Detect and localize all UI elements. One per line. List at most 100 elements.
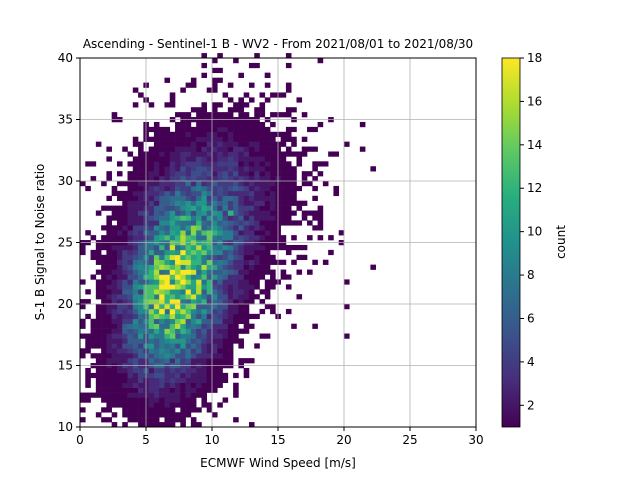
heatmap-cell [212,289,218,295]
heatmap-cell [259,269,266,275]
heatmap-cell [122,190,128,197]
heatmap-cell [280,181,287,187]
heatmap-cell [106,249,112,256]
heatmap-cell [270,274,276,280]
heatmap-cell [175,259,181,265]
heatmap-cell [248,230,255,236]
heatmap-cell [153,161,160,167]
heatmap-cell [111,402,118,408]
heatmap-cell [238,161,244,167]
heatmap-cell [116,382,123,388]
heatmap-cell [190,210,197,216]
heatmap-cell [180,126,186,133]
heatmap-cell [164,318,171,324]
heatmap-cell [185,151,192,157]
heatmap-cell [169,269,176,275]
heatmap-cell [248,279,255,285]
heatmap-cell [164,195,171,201]
heatmap-cell [201,102,208,108]
heatmap-cell [153,126,160,133]
heatmap-cell [190,176,197,182]
heatmap-cell [80,407,86,413]
heatmap-cell [254,249,260,256]
heatmap-cell [111,279,118,285]
heatmap-cell [243,269,250,275]
heatmap-cell [138,318,144,324]
heatmap-cell [217,225,223,231]
heatmap-cell [201,274,208,280]
heatmap-cell [238,146,244,152]
heatmap-cell [148,323,155,329]
heatmap-cell [148,422,155,428]
heatmap-cell [190,417,197,423]
heatmap-cell [132,166,139,172]
heatmap-cell [122,289,128,295]
heatmap-cell [185,367,192,374]
heatmap-cell [212,195,218,201]
heatmap-cell [148,166,155,172]
heatmap-cell [148,382,155,388]
heatmap-cell [138,141,144,147]
heatmap-cell [106,372,112,379]
heatmap-cell [169,392,176,398]
heatmap-cell [201,53,208,59]
heatmap-cell [212,343,218,349]
heatmap-cell [185,269,192,275]
heatmap-cell [206,200,213,206]
heatmap-cell [259,92,266,98]
heatmap-cell [111,387,118,393]
heatmap-cell [222,171,229,177]
heatmap-cell [164,171,171,177]
heatmap-cell [217,323,223,329]
heatmap-cell [116,353,123,359]
heatmap-cell [280,210,287,216]
heatmap-cell [222,294,229,300]
heatmap-cell [85,382,91,388]
heatmap-cell [127,249,134,256]
heatmap-cell [254,254,260,261]
heatmap-cell [175,131,181,138]
heatmap-cell [127,367,134,374]
heatmap-cell [164,131,171,138]
heatmap-cell [180,377,186,384]
heatmap-cell [285,308,292,315]
heatmap-cell [243,225,250,231]
heatmap-cell [222,318,229,324]
heatmap-cell [206,402,213,408]
heatmap-cell [190,318,197,324]
heatmap-cell [116,244,123,251]
heatmap-cell [180,304,186,310]
heatmap-cell [85,348,91,354]
heatmap-cell [217,102,223,108]
heatmap-cell [148,299,155,305]
heatmap-cell [301,112,308,118]
heatmap-cell [169,195,176,201]
heatmap-cell [148,333,155,339]
colorbar-tick-label: 18 [527,51,542,65]
heatmap-cell [95,333,102,339]
heatmap-cell [185,185,192,192]
heatmap-cell [175,338,181,344]
heatmap-cell [122,323,128,329]
heatmap-cell [159,141,165,147]
heatmap-cell [127,279,134,285]
heatmap-cell [169,146,176,152]
heatmap-cell [132,102,139,108]
heatmap-cell [175,412,181,418]
heatmap-cell [285,166,292,172]
heatmap-cell [248,176,255,182]
heatmap-cell [212,333,218,339]
heatmap-cell [359,121,366,128]
heatmap-cell [175,318,181,324]
heatmap-cell [196,195,202,201]
heatmap-cell [122,264,128,270]
heatmap-cell [138,338,144,344]
heatmap-cell [285,274,292,280]
heatmap-cell [270,200,276,206]
heatmap-cell [153,284,160,290]
heatmap-cell [233,131,239,138]
heatmap-cell [190,328,197,334]
heatmap-cell [153,264,160,270]
heatmap-cell [148,181,155,187]
x-tick-label: 5 [142,433,150,447]
